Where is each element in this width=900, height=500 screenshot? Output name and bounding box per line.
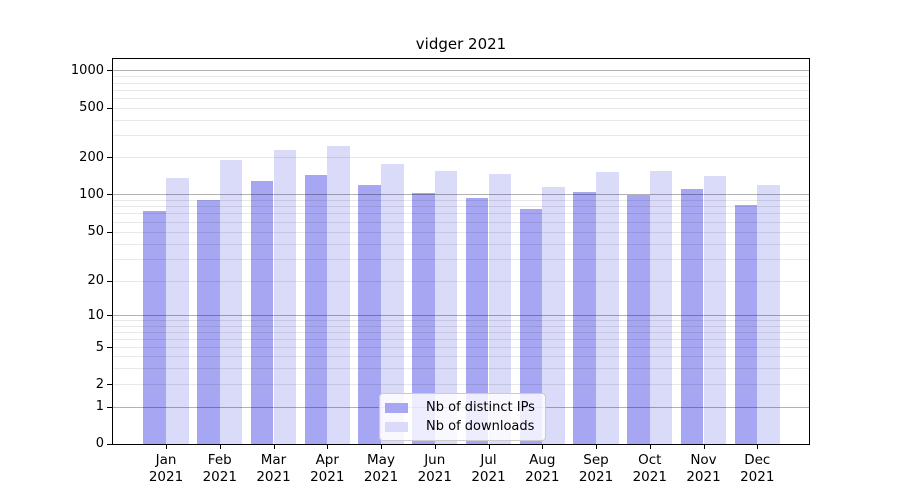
bar-apr-distinct-ips <box>304 174 328 444</box>
minor-gridline-300 <box>113 135 809 137</box>
legend-item-downloads: Nb of downloads <box>385 419 537 434</box>
y-tick-label-0: 0 <box>95 436 104 451</box>
y-tick-mark-100 <box>107 194 112 196</box>
x-tick-mark-feb <box>219 445 221 449</box>
bar-feb-downloads <box>219 159 243 444</box>
bar-dec-distinct-ips <box>734 205 758 444</box>
x-tick-mark-dec <box>757 445 759 449</box>
y-tick-mark-50 <box>107 231 112 233</box>
bar-jun-distinct-ips <box>412 192 435 444</box>
y-tick-label-100: 100 <box>79 186 104 202</box>
legend-label-downloads: Nb of downloads <box>426 419 535 434</box>
legend-label-distinct-ips: Nb of distinct IPs <box>426 400 535 415</box>
x-tick-mark-sep <box>596 445 597 449</box>
x-tick-label-mar: Mar 2021 <box>256 452 291 485</box>
minor-gridline-600 <box>113 98 809 100</box>
y-tick-mark-5 <box>107 347 112 349</box>
legend-item-distinct-ips: Nb of distinct IPs <box>385 400 537 415</box>
y-tick-mark-1 <box>107 406 112 408</box>
bar-sep-downloads <box>596 172 619 444</box>
y-tick-label-50: 50 <box>87 224 104 240</box>
bar-jan-downloads <box>166 177 189 444</box>
x-tick-label-apr: Apr 2021 <box>310 452 345 485</box>
y-tick-mark-200 <box>107 157 112 159</box>
x-tick-mark-mar <box>273 445 275 449</box>
y-tick-label-200: 200 <box>79 149 104 165</box>
bar-may-distinct-ips <box>358 184 381 444</box>
y-tick-mark-20 <box>107 280 112 282</box>
bar-mar-distinct-ips <box>250 180 274 444</box>
bar-oct-distinct-ips <box>627 194 650 444</box>
legend-swatch-distinct-ips <box>385 402 408 413</box>
x-tick-label-jun: Jun 2021 <box>417 452 452 485</box>
minor-gridline-800 <box>113 82 809 84</box>
x-tick-mark-oct <box>649 445 651 449</box>
minor-gridline-700 <box>113 89 809 91</box>
x-tick-label-oct: Oct 2021 <box>632 452 667 485</box>
minor-gridline-900 <box>113 76 809 78</box>
x-tick-mark-aug <box>542 445 544 449</box>
x-tick-label-jan: Jan 2021 <box>148 452 184 485</box>
y-tick-mark-10 <box>107 315 112 317</box>
x-tick-mark-nov <box>703 445 705 449</box>
legend: Nb of distinct IPs Nb of downloads <box>379 393 546 441</box>
bar-dec-downloads <box>757 184 780 444</box>
y-tick-mark-500 <box>107 107 112 109</box>
bar-aug-distinct-ips <box>519 209 543 444</box>
y-tick-label-10: 10 <box>87 307 104 323</box>
bar-apr-downloads <box>327 145 350 444</box>
x-tick-label-feb: Feb 2021 <box>202 452 237 485</box>
minor-gridline-500 <box>113 107 809 109</box>
minor-gridline-200 <box>113 157 809 159</box>
legend-swatch-downloads <box>385 421 408 432</box>
x-tick-label-aug: Aug 2021 <box>525 452 560 485</box>
bar-nov-downloads <box>703 176 727 444</box>
bar-jul-downloads <box>488 174 512 444</box>
x-tick-mark-jul <box>488 445 490 449</box>
y-tick-label-1: 1 <box>95 399 104 415</box>
bar-sep-distinct-ips <box>573 191 596 444</box>
y-tick-label-5: 5 <box>95 339 104 355</box>
bar-jul-distinct-ips <box>465 197 489 444</box>
y-tick-mark-1000 <box>107 70 112 72</box>
y-tick-mark-2 <box>107 384 112 386</box>
x-tick-mark-jan <box>166 445 167 449</box>
bar-mar-downloads <box>273 149 297 444</box>
x-tick-mark-jun <box>434 445 436 449</box>
x-tick-label-may: May 2021 <box>363 452 399 485</box>
y-tick-label-2: 2 <box>95 376 104 392</box>
x-tick-mark-may <box>381 445 382 449</box>
major-gridline-1000 <box>113 70 809 72</box>
bar-jun-downloads <box>434 171 458 444</box>
minor-gridline-400 <box>113 119 809 121</box>
x-tick-mark-apr <box>327 445 329 449</box>
x-tick-label-nov: Nov 2021 <box>686 452 721 485</box>
plot-area: Nb of distinct IPs Nb of downloads <box>112 58 810 445</box>
y-tick-label-1000: 1000 <box>70 62 104 78</box>
x-tick-label-jul: Jul 2021 <box>471 452 506 485</box>
bar-aug-downloads <box>542 187 565 444</box>
x-tick-label-sep: Sep 2021 <box>578 452 614 485</box>
chart-title: vidger 2021 <box>415 35 507 53</box>
bar-jan-distinct-ips <box>143 210 166 444</box>
x-tick-label-dec: Dec 2021 <box>740 452 775 485</box>
y-tick-label-20: 20 <box>87 273 104 289</box>
y-tick-label-500: 500 <box>79 100 104 116</box>
bar-feb-distinct-ips <box>197 200 220 444</box>
bar-nov-distinct-ips <box>680 189 704 444</box>
y-tick-mark-0 <box>107 443 112 445</box>
bar-may-downloads <box>381 163 404 444</box>
bar-oct-downloads <box>649 170 673 444</box>
